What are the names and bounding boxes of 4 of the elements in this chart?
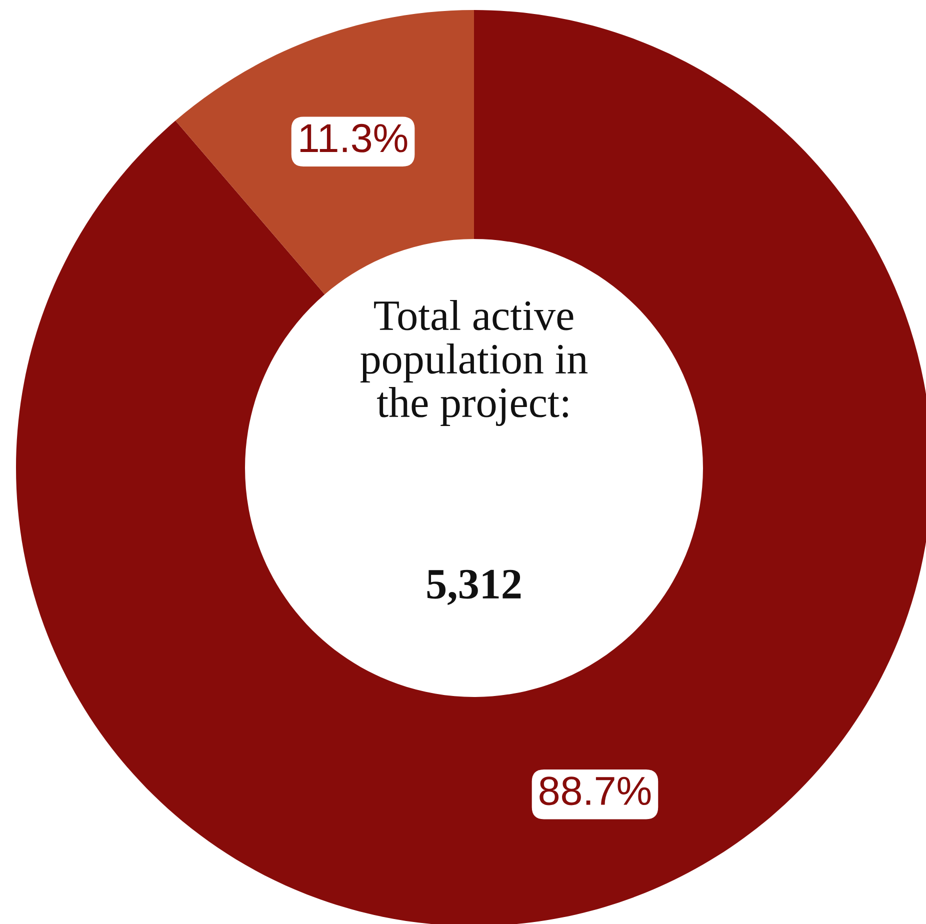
data-label: 88.7% bbox=[540, 776, 651, 806]
text: Total active population in the project: bbox=[360, 300, 588, 426]
data-label: 11.3% bbox=[300, 124, 408, 152]
text: 5,312 bbox=[427, 570, 521, 606]
